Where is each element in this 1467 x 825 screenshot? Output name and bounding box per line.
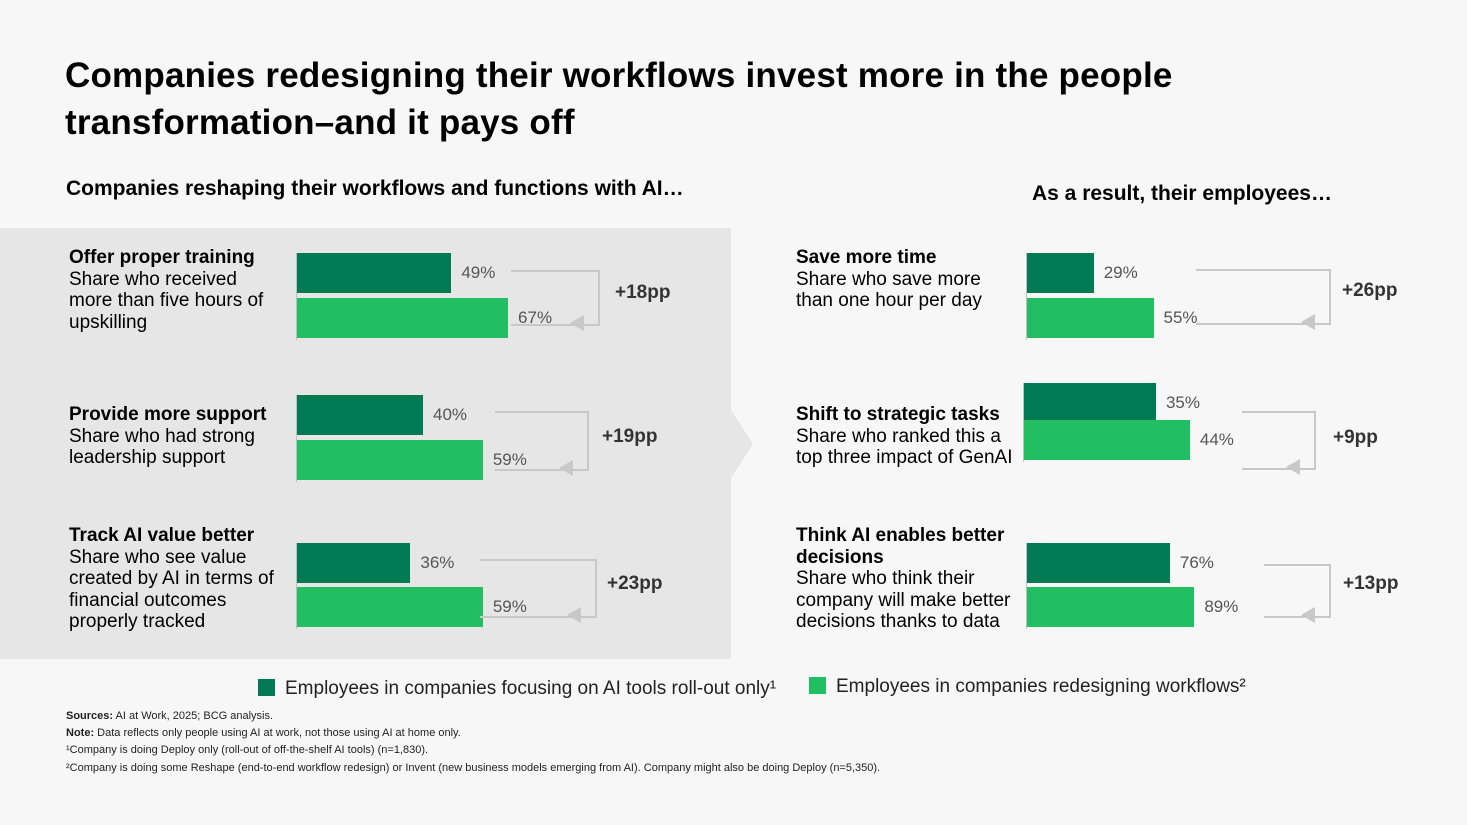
bar-value-label: 89% [1204,597,1239,616]
footnote-2: ²Company is doing some Reshape (end-to-e… [66,762,881,774]
bar-axis-line [296,543,297,629]
legend-swatch-light [809,677,826,694]
left-heading: Companies reshaping their workflows and … [66,177,684,200]
delta-label: +9pp [1333,427,1378,448]
note-label: Note: [66,727,95,739]
group-description: Share who save more than one hour per da… [796,268,982,312]
sources-note: Sources: AI at Work, 2025; BCG analysis. [66,710,273,722]
group-label: Track AI value better Share who see value… [69,525,284,633]
bar-redesign [297,298,509,338]
group-heading: Think AI enables better decisions [796,525,1005,568]
bar-value-label: 59% [492,597,527,616]
page-title: Companies redesigning their workflows in… [65,56,1173,142]
bar-value-label: 55% [1163,308,1198,327]
bar-value-label: 40% [433,405,468,424]
arrowhead-icon [1301,314,1315,330]
bar-rollout [1027,543,1170,583]
bar-value-label: 44% [1199,430,1234,449]
difference-bracket [1264,564,1331,618]
panel-pointer-arrow [731,410,753,478]
delta-label: +23pp [607,573,663,594]
legend-item-redesign: Employees in companies redesigning workf… [809,676,1246,698]
bar-redesign [1027,298,1154,338]
delta-label: +26pp [1342,280,1398,301]
bar-value-label: 76% [1179,553,1214,572]
difference-bracket [495,411,589,471]
legend-swatch-dark [258,679,275,696]
legend-label-redesign: Employees in companies redesigning workf… [836,676,1246,697]
bar-value-label: 36% [420,553,455,572]
bar-value-label: 59% [492,450,527,469]
bar-rollout [297,395,423,435]
group-label: Offer proper training Share who received … [69,247,279,333]
bar-redesign [1027,587,1195,627]
difference-bracket [1196,269,1331,325]
delta-label: +13pp [1343,573,1399,594]
arrowhead-icon [567,607,581,623]
difference-bracket [511,270,600,326]
group-heading: Save more time [796,247,937,268]
legend-item-rollout: Employees in companies focusing on AI to… [258,678,776,700]
bar-redesign [1024,420,1190,460]
bar-axis-line [1026,543,1027,629]
delta-label: +19pp [602,426,658,447]
arrowhead-icon [1301,607,1315,623]
group-heading: Offer proper training [69,247,255,268]
group-label: Save more time Share who save more than o… [796,247,1011,312]
bar-rollout [297,253,452,293]
difference-bracket [480,559,597,618]
group-description: Share who see value created by AI in ter… [69,546,274,633]
right-heading: As a result, their employees… [1032,182,1332,205]
arrowhead-icon [1286,459,1300,475]
bar-value-label: 35% [1165,393,1200,412]
group-description: Share who ranked this a top three impact… [796,425,1013,469]
bar-value-label: 49% [461,263,496,282]
difference-bracket [1242,411,1316,470]
data-note: Note: Data reflects only people using AI… [66,727,461,739]
bar-axis-line [296,253,297,340]
group-label: Shift to strategic tasks Share who ranked… [796,404,1021,469]
delta-label: +18pp [615,282,671,303]
bar-value-label: 29% [1103,263,1138,282]
bar-axis-line [1026,253,1027,340]
group-description: Share who received more than five hours … [69,268,264,333]
sources-text: AI at Work, 2025; BCG analysis. [113,710,274,722]
footnote-1: ¹Company is doing Deploy only (roll-out … [66,744,429,756]
arrowhead-icon [570,315,584,331]
group-heading: Track AI value better [69,525,255,546]
sources-label: Sources: [66,710,114,722]
group-label: Provide more support Share who had strong… [69,404,279,469]
group-heading: Shift to strategic tasks [796,404,1000,425]
group-heading: Provide more support [69,404,267,425]
bar-rollout [297,543,411,583]
bar-axis-line [296,395,297,482]
bar-axis-line [1023,383,1024,462]
bar-rollout [1024,383,1156,423]
legend-label-rollout: Employees in companies focusing on AI to… [285,678,777,699]
bar-redesign [297,440,483,480]
arrowhead-icon [559,460,573,476]
bar-value-label: 67% [518,308,553,327]
bar-redesign [297,587,483,627]
group-label: Think AI enables better decisions Share w… [796,525,1021,633]
bar-rollout [1027,253,1094,293]
group-description: Share who think their company will make … [796,568,1011,633]
group-description: Share who had strong leadership support [69,425,255,469]
note-text: Data reflects only people using AI at wo… [94,727,461,739]
